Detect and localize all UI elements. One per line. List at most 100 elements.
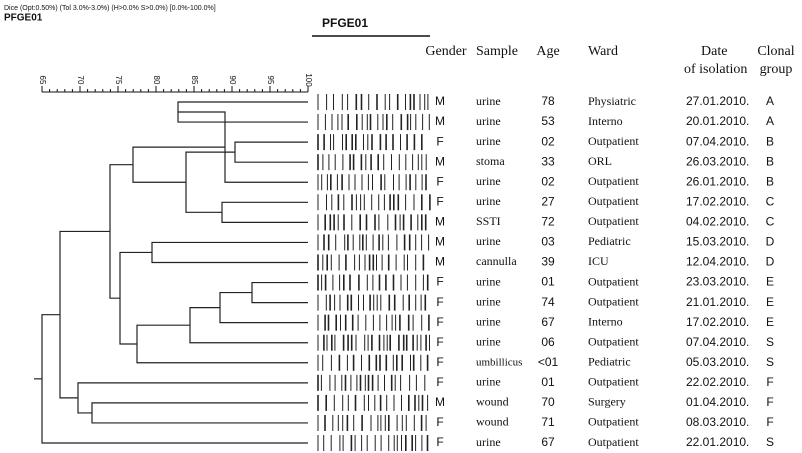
cell: F — [436, 435, 443, 449]
cell: 02 — [541, 174, 555, 188]
cell: F — [436, 194, 443, 208]
cell: 53 — [541, 114, 555, 128]
cell: urine — [476, 234, 501, 248]
cell: D — [766, 255, 775, 269]
cell: 27.01.2010. — [686, 94, 749, 108]
cell: 06 — [541, 335, 555, 349]
cell: Outpatient — [588, 334, 639, 348]
cell: umbillicus — [476, 356, 522, 368]
cell: 17.02.2010. — [686, 194, 749, 208]
cell: Outpatient — [588, 274, 639, 288]
cell: 26.01.2010. — [686, 174, 749, 188]
cell: Outpatient — [588, 375, 639, 389]
cell: F — [436, 134, 443, 148]
cell: wound — [476, 395, 509, 409]
cell: urine — [476, 94, 501, 108]
cell: 72 — [541, 215, 555, 229]
cell: M — [435, 395, 445, 409]
cell: wound — [476, 415, 509, 429]
cell: 23.03.2010. — [686, 275, 749, 289]
cell: A — [766, 114, 774, 128]
scale-label: 80 — [152, 76, 161, 85]
cell: urine — [476, 375, 501, 389]
cell: S — [766, 435, 774, 449]
cell: 01 — [541, 375, 555, 389]
cell: 04.02.2010. — [686, 215, 749, 229]
cell: M — [435, 114, 445, 128]
dendrogram-branch — [120, 252, 152, 344]
cell: 67 — [541, 435, 555, 449]
dendrogram-branch — [235, 142, 308, 162]
cell: 22.02.2010. — [686, 375, 749, 389]
cell: C — [766, 215, 775, 229]
column-header: Gender — [425, 44, 467, 59]
cell: 15.03.2010. — [686, 235, 749, 249]
column-header: Clonal — [757, 44, 794, 59]
cell: F — [436, 355, 443, 369]
cell: 20.01.2010. — [686, 114, 749, 128]
column-header: Ward — [588, 44, 618, 59]
cell: SSTI — [476, 214, 501, 228]
cell: 27 — [541, 194, 555, 208]
cell: 01 — [541, 275, 555, 289]
column-header: Date — [701, 44, 727, 59]
cell: urine — [476, 114, 501, 128]
figure: Dice (Opt:0.50%) (Tol 3.0%-3.0%) (H>0.0%… — [0, 0, 802, 453]
cell: Outpatient — [588, 194, 639, 208]
dendrogram — [34, 102, 308, 443]
dendrogram-branch — [190, 308, 308, 343]
profile-name: PFGE01 — [4, 13, 43, 24]
cell: 02 — [541, 134, 555, 148]
body: Dice (Opt:0.50%) (Tol 3.0%-3.0%) (H>0.0%… — [0, 0, 802, 453]
dendrogram-branch — [222, 202, 308, 222]
cell: B — [766, 154, 774, 168]
page: {"header": {"method": "Dice (Opt:0.50%) … — [0, 0, 802, 453]
cell: F — [766, 375, 773, 389]
scale-label: 70 — [76, 76, 85, 85]
gel-title: PFGE01 — [322, 16, 368, 30]
cell: M — [435, 94, 445, 108]
cell: B — [766, 134, 774, 148]
dendrogram-branch — [152, 242, 308, 262]
scale-label: 85 — [190, 76, 199, 85]
cell: F — [436, 275, 443, 289]
cell: 03 — [541, 235, 555, 249]
cell: 07.04.2010. — [686, 335, 749, 349]
cell: Outpatient — [588, 214, 639, 228]
cell: ORL — [588, 154, 612, 168]
cell: urine — [476, 174, 501, 188]
cell: Outpatient — [588, 415, 639, 429]
scale-label: 75 — [114, 76, 123, 85]
cell: S — [766, 335, 774, 349]
cell: 07.04.2010. — [686, 134, 749, 148]
cell: E — [766, 295, 774, 309]
cell: urine — [476, 435, 501, 449]
cell: stoma — [476, 154, 505, 168]
cell: 67 — [541, 315, 555, 329]
cell: F — [436, 415, 443, 429]
cell: F — [436, 174, 443, 188]
cell: 26.03.2010. — [686, 154, 749, 168]
cell: urine — [476, 134, 501, 148]
dendrogram-branch — [137, 325, 308, 363]
cell: M — [435, 235, 445, 249]
cell: cannulla — [476, 254, 517, 268]
cell: 39 — [541, 255, 555, 269]
cell: F — [766, 415, 773, 429]
cell: 21.01.2010. — [686, 295, 749, 309]
cell: F — [436, 315, 443, 329]
cell: M — [435, 215, 445, 229]
cell: C — [766, 194, 775, 208]
cell: 33 — [541, 154, 555, 168]
cell: 17.02.2010. — [686, 315, 749, 329]
cell: 74 — [541, 295, 555, 309]
cell: Interno — [588, 114, 623, 128]
cell: Pediatric — [588, 355, 631, 369]
column-header: Sample — [476, 44, 518, 59]
method-text: Dice (Opt:0.50%) (Tol 3.0%-3.0%) (H>0.0%… — [4, 5, 216, 12]
cell: F — [436, 375, 443, 389]
cell: E — [766, 315, 774, 329]
dendrogram-branch — [60, 231, 110, 397]
cell: 08.03.2010. — [686, 415, 749, 429]
cell: 70 — [541, 395, 555, 409]
